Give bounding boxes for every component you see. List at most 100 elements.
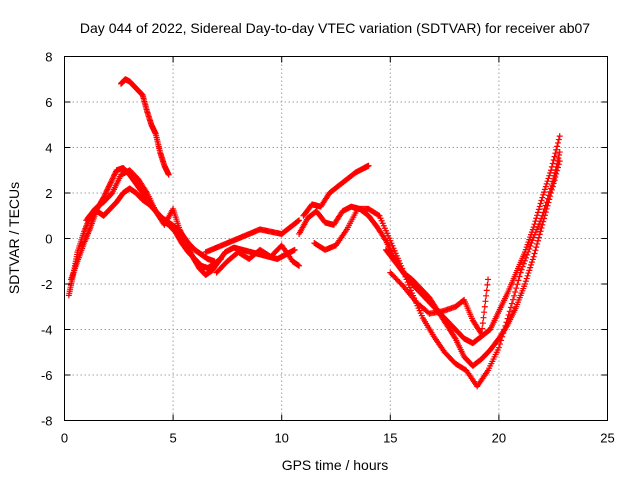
data-point	[533, 244, 540, 251]
data-point	[552, 174, 559, 181]
data-point	[550, 157, 557, 164]
data-point	[485, 276, 492, 283]
data-point	[556, 149, 563, 156]
chart-title: Day 044 of 2022, Sidereal Day-to-day VTE…	[80, 20, 590, 36]
data-point	[542, 183, 549, 190]
series-arc-6	[213, 242, 303, 276]
data-point	[484, 281, 491, 288]
data-point	[537, 228, 544, 235]
data-point	[451, 334, 458, 341]
series-arc-7	[300, 162, 372, 219]
data-point	[513, 285, 520, 292]
data-point	[541, 215, 548, 222]
data-point	[532, 247, 539, 254]
y-tick-label: 6	[45, 95, 52, 110]
data-point	[556, 158, 563, 165]
data-point	[181, 235, 188, 242]
x-tick-label: 25	[600, 431, 614, 446]
data-point	[365, 162, 372, 169]
data-point	[548, 190, 555, 196]
data-point	[534, 209, 541, 216]
x-tick-label: 20	[492, 431, 506, 446]
data-point	[508, 300, 515, 307]
data-point	[503, 323, 510, 330]
data-point	[527, 243, 534, 250]
y-tick-label: -2	[41, 277, 53, 292]
data-point	[535, 206, 542, 213]
data-point	[555, 136, 562, 143]
data-point	[540, 191, 547, 198]
data-point	[523, 254, 530, 261]
data-point	[540, 218, 547, 225]
data-point	[534, 212, 541, 219]
data-point	[528, 259, 535, 266]
data-point	[102, 190, 109, 197]
data-point	[507, 304, 514, 311]
data-point	[388, 270, 395, 277]
x-tick-label: 5	[169, 431, 176, 446]
data-point	[391, 273, 398, 280]
data-point	[552, 150, 559, 157]
data-point	[506, 308, 513, 315]
data-point	[103, 189, 110, 196]
data-point	[518, 266, 525, 273]
data-point	[530, 234, 537, 241]
data-point	[538, 225, 545, 232]
data-point	[554, 167, 561, 174]
x-tick-label: 0	[61, 431, 68, 446]
series-arc-4	[117, 76, 172, 178]
data-point	[111, 171, 118, 178]
data-point	[483, 287, 490, 294]
data-point	[185, 244, 192, 251]
data-point	[526, 245, 533, 252]
data-point	[479, 320, 486, 327]
data-point	[537, 200, 544, 207]
data-point	[511, 292, 518, 299]
data-point	[519, 263, 526, 270]
data-point	[478, 331, 485, 338]
series-arc-11	[387, 269, 492, 338]
data-point	[184, 242, 191, 249]
data-point	[105, 184, 112, 191]
data-point	[534, 240, 541, 247]
data-point	[481, 303, 488, 310]
data-point	[546, 172, 553, 179]
data-point	[395, 277, 402, 284]
data-point	[541, 189, 548, 196]
data-point	[101, 191, 108, 198]
data-point	[399, 281, 406, 288]
data-point	[105, 183, 112, 190]
data-point	[393, 276, 400, 283]
data-point	[553, 170, 560, 177]
data-point	[521, 257, 528, 264]
data-point	[525, 270, 532, 277]
y-tick-label: 4	[45, 141, 52, 156]
data-point	[532, 229, 539, 236]
data-point	[524, 251, 531, 258]
data-point	[404, 279, 411, 286]
data-point	[111, 172, 118, 179]
data-point	[538, 197, 545, 204]
axis-ticks: 0 5 10 15 20 25 -8 -6 -4 -2 0 2 4 6 8	[41, 50, 615, 446]
data-point	[524, 272, 531, 279]
data-point	[525, 248, 532, 255]
data-point	[187, 248, 194, 255]
data-point	[176, 226, 183, 233]
data-point	[549, 183, 556, 190]
data-point	[543, 205, 550, 212]
series-arc-9	[311, 149, 563, 390]
data-point	[551, 177, 558, 184]
series-arc-3	[83, 167, 298, 278]
data-point	[536, 203, 543, 210]
data-point	[544, 202, 551, 209]
y-tick-label: -8	[41, 414, 53, 429]
data-point	[529, 256, 536, 263]
data-point	[534, 223, 541, 230]
data-point	[528, 240, 535, 247]
data-point	[187, 249, 194, 256]
data-point	[183, 241, 190, 248]
data-point	[541, 212, 548, 219]
data-point	[143, 188, 150, 195]
y-axis-label: SDTVAR / TECUs	[6, 182, 22, 294]
data-point	[534, 237, 541, 244]
